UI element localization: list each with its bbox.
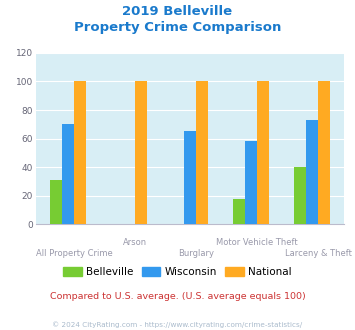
Text: 2019 Belleville: 2019 Belleville — [122, 5, 233, 18]
Bar — [74, 82, 86, 224]
Text: Compared to U.S. average. (U.S. average equals 100): Compared to U.S. average. (U.S. average … — [50, 292, 305, 301]
Bar — [50, 180, 62, 224]
Bar — [257, 82, 269, 224]
Text: Property Crime Comparison: Property Crime Comparison — [74, 21, 281, 34]
Text: All Property Crime: All Property Crime — [36, 249, 112, 258]
Bar — [245, 142, 257, 224]
Bar — [294, 167, 306, 224]
Bar — [306, 120, 318, 224]
Bar — [318, 82, 330, 224]
Text: Burglary: Burglary — [178, 249, 214, 258]
Text: Larceny & Theft: Larceny & Theft — [285, 249, 351, 258]
Legend: Belleville, Wisconsin, National: Belleville, Wisconsin, National — [59, 263, 296, 281]
Bar — [184, 131, 196, 224]
Text: Motor Vehicle Theft: Motor Vehicle Theft — [216, 238, 298, 247]
Bar — [233, 199, 245, 224]
Bar — [135, 82, 147, 224]
Bar — [196, 82, 208, 224]
Bar — [62, 124, 74, 224]
Text: © 2024 CityRating.com - https://www.cityrating.com/crime-statistics/: © 2024 CityRating.com - https://www.city… — [53, 322, 302, 328]
Text: Arson: Arson — [123, 238, 147, 247]
